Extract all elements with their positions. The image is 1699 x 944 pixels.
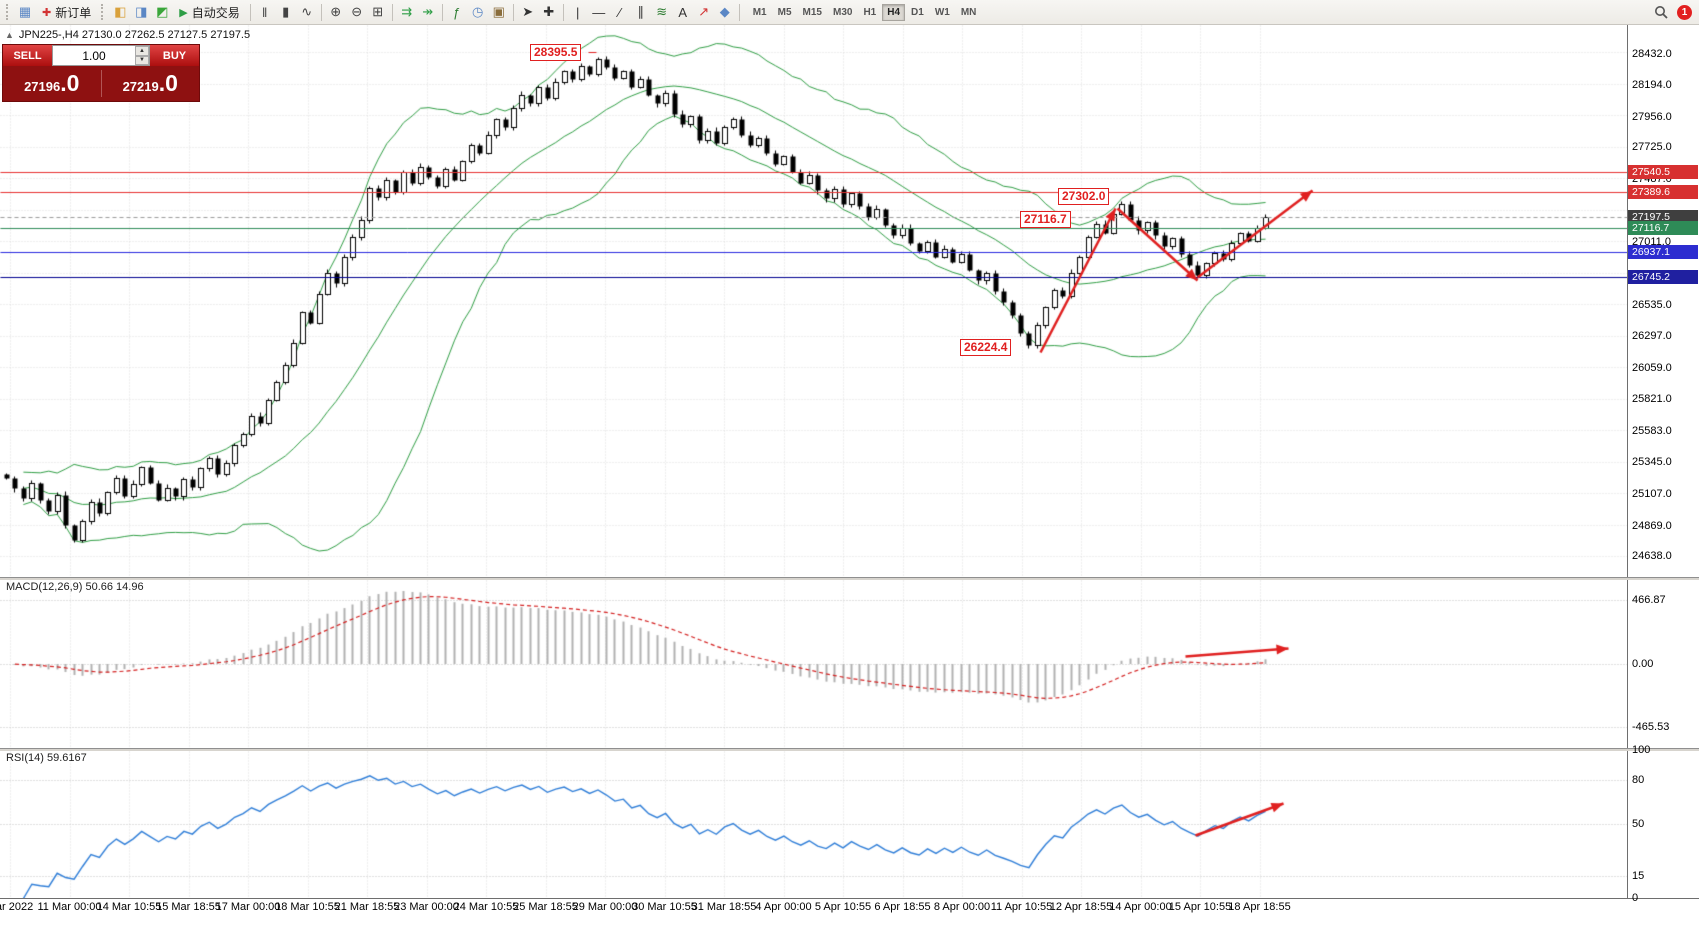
timeframe-m30[interactable]: M30 — [828, 4, 857, 21]
candlestick-chart-icon[interactable]: ▮ — [276, 2, 296, 22]
timeframe-mn[interactable]: MN — [956, 4, 982, 21]
data-window-icon[interactable]: ◨ — [131, 2, 151, 22]
cursor-icon[interactable]: ➤ — [518, 2, 538, 22]
time-axis[interactable] — [0, 898, 1699, 944]
arrows-icon[interactable]: ↗ — [694, 2, 714, 22]
toolbar-grip[interactable] — [101, 4, 106, 20]
one-click-trading-panel: SELL 1.00 ▲ ▼ BUY 27196.0 27219.0 — [2, 44, 200, 102]
timeframe-m15[interactable]: M15 — [798, 4, 827, 21]
sell-button[interactable]: SELL — [3, 45, 52, 66]
auto-scroll-icon[interactable]: ⇉ — [397, 2, 417, 22]
timeframe-m5[interactable]: M5 — [773, 4, 797, 21]
toolbar-separator — [562, 3, 564, 21]
timeframe-w1[interactable]: W1 — [930, 4, 955, 21]
tile-windows-icon[interactable]: ⊞ — [368, 2, 388, 22]
toolbar-grip[interactable] — [6, 4, 11, 20]
sell-price[interactable]: 27196.0 — [24, 70, 80, 96]
pane-separator-macd[interactable] — [0, 577, 1699, 580]
new-order-button[interactable]: ✚ 新订单 — [36, 2, 97, 22]
autotrade-play-icon: ▶ — [179, 6, 188, 19]
navigator-icon[interactable]: ◩ — [152, 2, 172, 22]
timeframe-h4[interactable]: H4 — [882, 3, 906, 21]
trendline-icon[interactable]: ∕ — [610, 2, 630, 22]
crosshair-icon[interactable]: ✚ — [539, 2, 559, 22]
timeframe-d1[interactable]: D1 — [906, 4, 929, 21]
chart-shift-icon[interactable]: ↠ — [418, 2, 438, 22]
price-divider — [100, 70, 102, 97]
volume-field[interactable]: 1.00 ▲ ▼ — [52, 45, 150, 66]
indicators-icon[interactable]: ƒ — [447, 2, 467, 22]
market-watch-icon[interactable]: ◧ — [110, 2, 130, 22]
new-order-plus-icon: ✚ — [42, 6, 52, 19]
volume-down-button[interactable]: ▼ — [135, 55, 149, 65]
search-icon[interactable] — [1651, 2, 1672, 22]
bar-chart-icon[interactable]: ‖ — [255, 2, 275, 22]
periods-icon[interactable]: ◷ — [468, 2, 488, 22]
vertical-line-icon[interactable]: | — [568, 2, 588, 22]
channel-icon[interactable]: ∥ — [631, 2, 651, 22]
line-chart-icon[interactable]: ∿ — [297, 2, 317, 22]
buy-price[interactable]: 27219.0 — [122, 70, 178, 96]
templates-icon[interactable]: ▣ — [489, 2, 509, 22]
price-axis[interactable] — [1627, 25, 1699, 898]
shapes-icon[interactable]: ◆ — [715, 2, 735, 22]
toolbar-separator — [512, 3, 514, 21]
pane-separator-rsi[interactable] — [0, 748, 1699, 751]
autotrading-button-label: 自动交易 — [191, 5, 240, 20]
toolbar: ▦ ✚ 新订单 ◧ ◨ ◩ ▶ 自动交易 ‖ ▮ ∿ ⊕ ⊖ ⊞ ⇉ ↠ ƒ ◷ ▣ ➤ ✚ | ― ∕ ∥ ≋ A ↗ ◆ M1 M5 M1… — [0, 0, 1699, 25]
autotrading-button[interactable]: ▶ 自动交易 — [173, 2, 245, 22]
fibonacci-icon[interactable]: ≋ — [652, 2, 672, 22]
zoom-in-icon[interactable]: ⊕ — [326, 2, 346, 22]
volume-value[interactable]: 1.00 — [82, 48, 106, 63]
toolbar-separator — [738, 3, 740, 21]
timeframe-group: M1 M5 M15 M30 H1 H4 D1 W1 MN — [748, 3, 982, 21]
notification-badge[interactable]: 1 — [1677, 4, 1692, 20]
new-chart-icon[interactable]: ▦ — [15, 2, 35, 22]
horizontal-line-icon[interactable]: ― — [589, 2, 609, 22]
toolbar-separator — [249, 3, 251, 21]
buy-button[interactable]: BUY — [150, 45, 199, 66]
new-order-button-label: 新订单 — [55, 5, 92, 20]
toolbar-separator — [441, 3, 443, 21]
timeframe-m1[interactable]: M1 — [748, 4, 772, 21]
toolbar-separator — [391, 3, 393, 21]
zoom-out-icon[interactable]: ⊖ — [347, 2, 367, 22]
text-icon[interactable]: A — [673, 2, 693, 22]
toolbar-separator — [320, 3, 322, 21]
timeframe-h1[interactable]: H1 — [858, 4, 881, 21]
volume-up-button[interactable]: ▲ — [135, 46, 149, 56]
